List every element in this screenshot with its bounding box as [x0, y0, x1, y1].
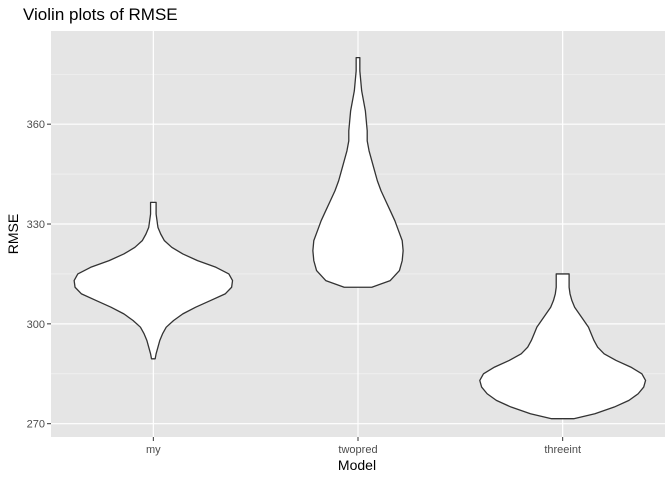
violin-threeint — [479, 273, 647, 420]
violin-twopred — [312, 56, 404, 288]
x-axis: my twopred threeint — [146, 437, 581, 456]
y-tick-label: 360 — [27, 119, 45, 131]
y-tick-label: 300 — [27, 319, 45, 331]
y-tick-label: 330 — [27, 219, 45, 231]
x-axis-title: Model — [338, 457, 376, 473]
y-tick-label: 270 — [27, 419, 45, 431]
y-axis-title: RMSE — [5, 214, 21, 254]
x-tick-label: my — [146, 444, 161, 456]
violin-my — [73, 201, 234, 360]
violin-layer — [73, 56, 647, 420]
x-tick-label: threeint — [544, 444, 581, 456]
x-tick-label: twopred — [338, 444, 377, 456]
y-axis: 270 300 330 360 — [27, 119, 51, 431]
chart-title: Violin plots of RMSE — [23, 5, 178, 24]
